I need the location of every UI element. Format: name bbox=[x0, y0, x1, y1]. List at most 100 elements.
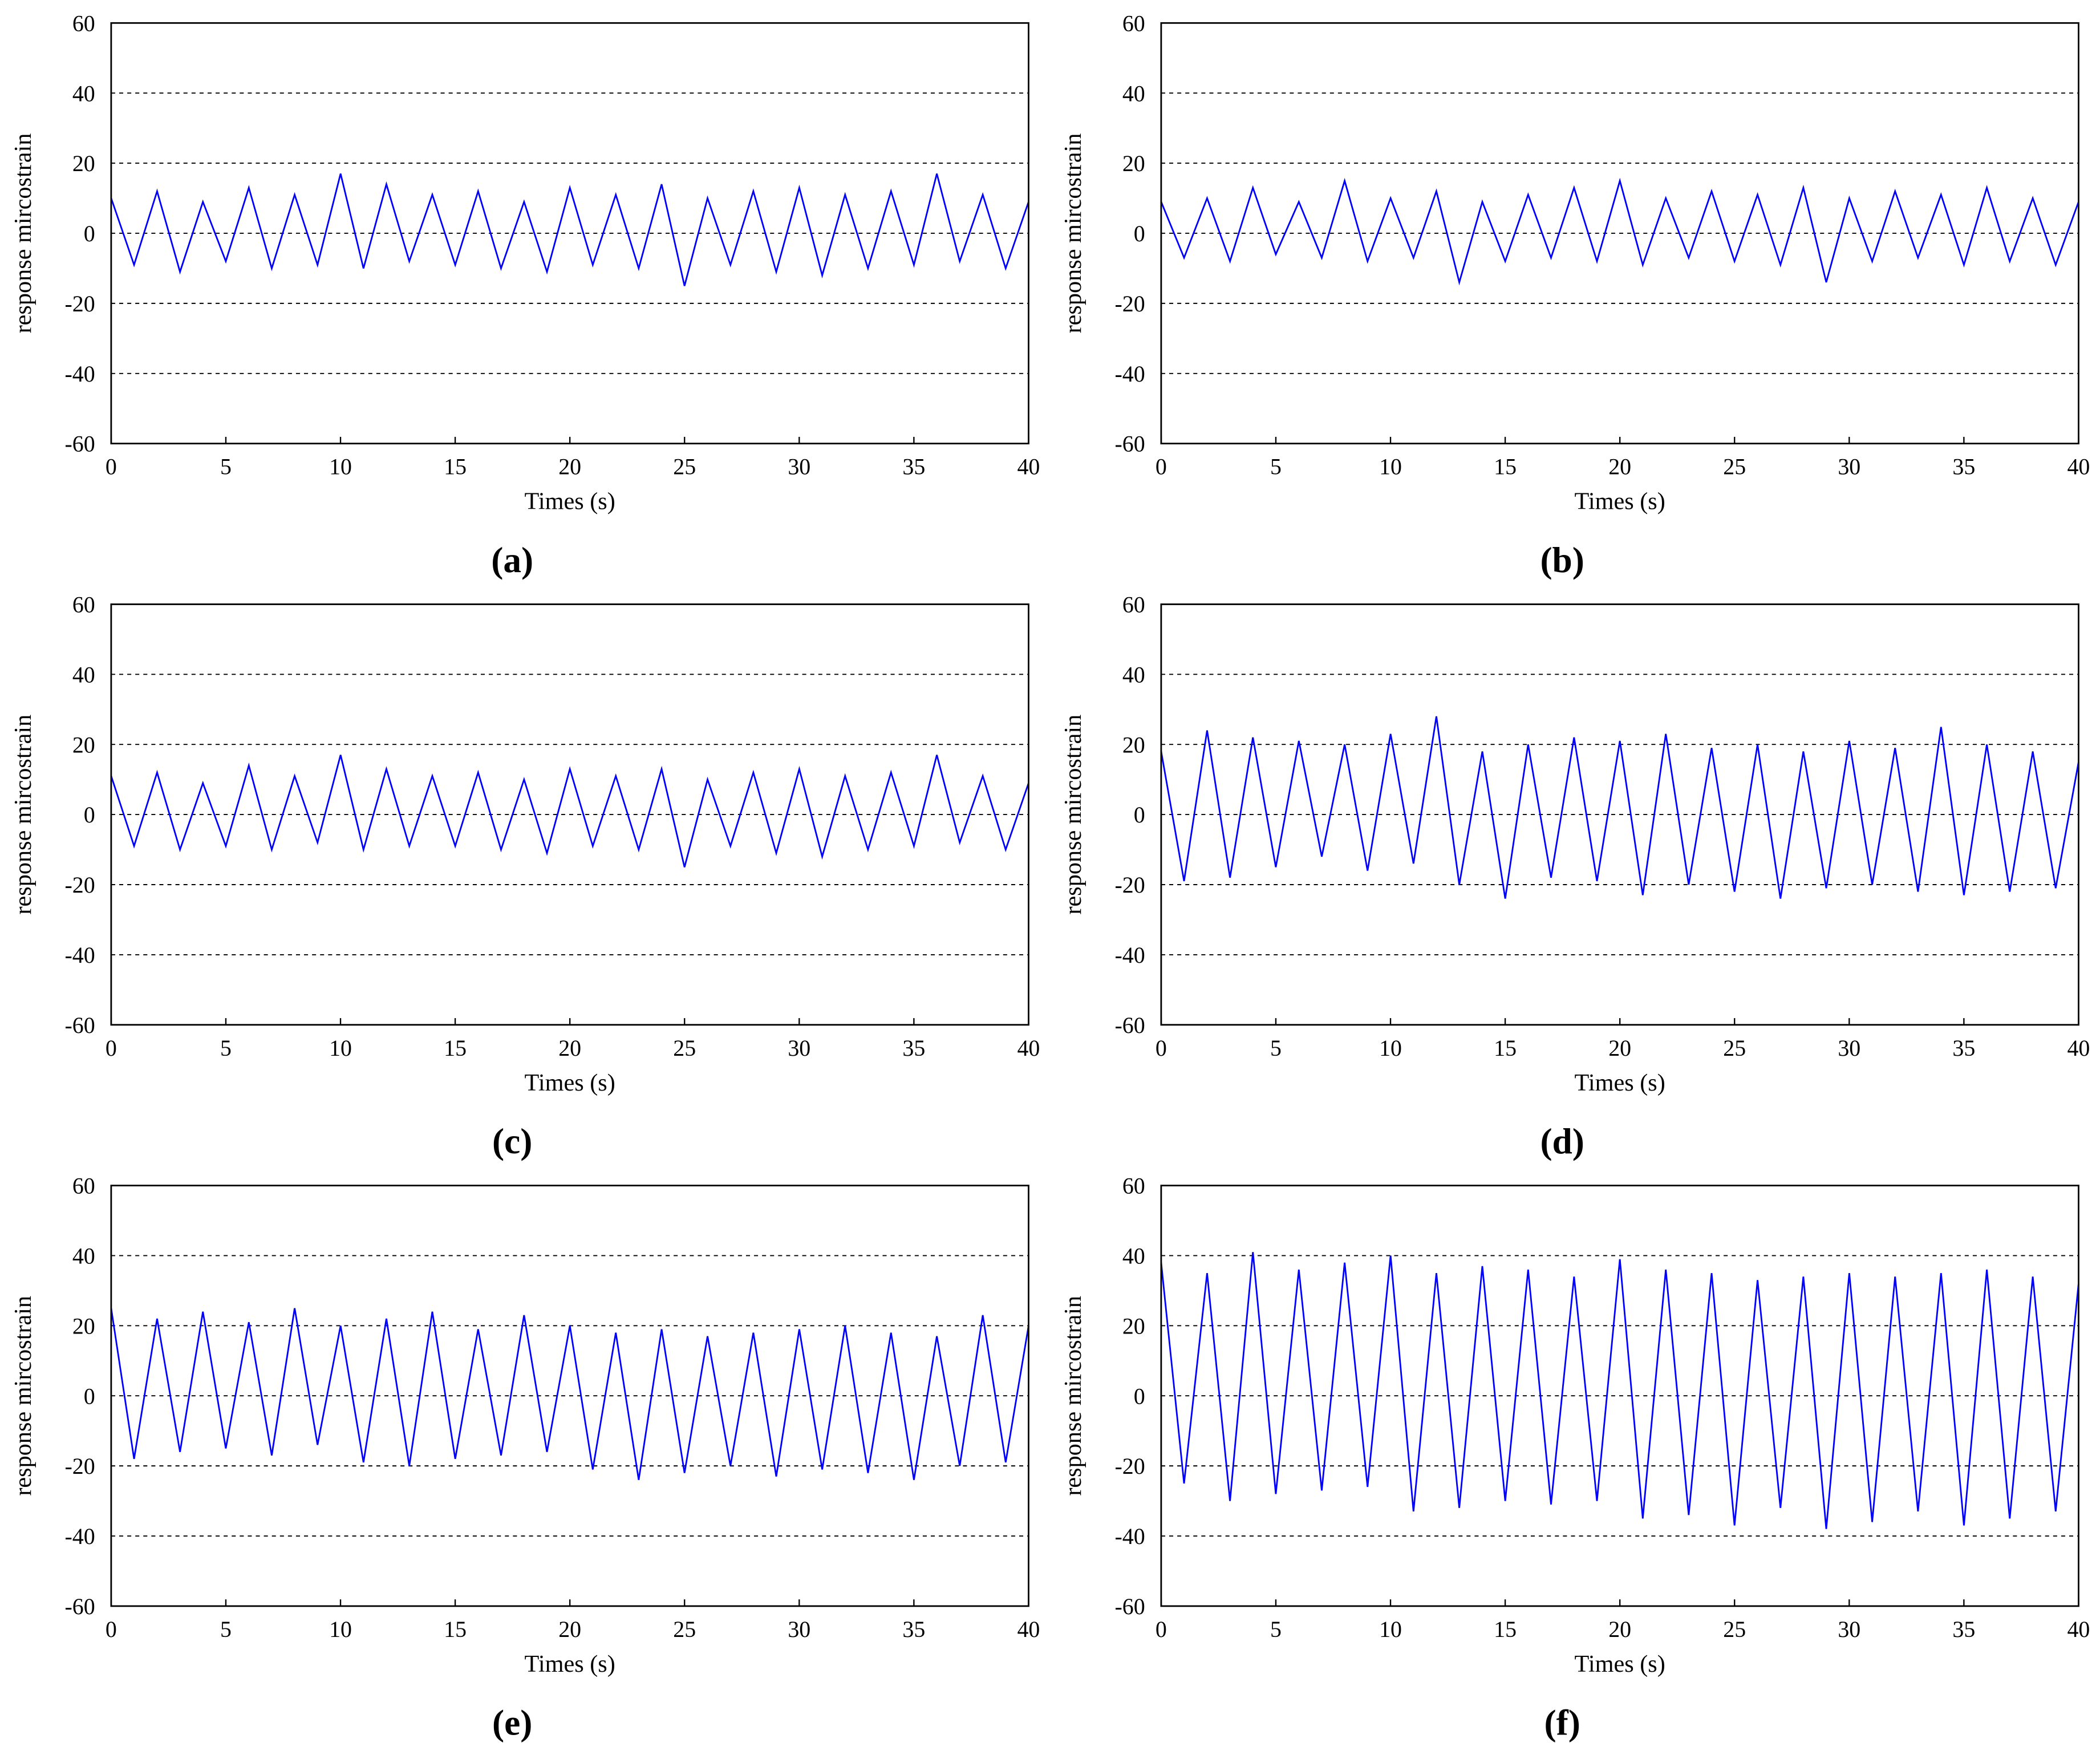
x-tick-label: 35 bbox=[1952, 1035, 1975, 1061]
panel-caption: (c) bbox=[492, 1121, 532, 1161]
x-tick-label: 40 bbox=[2067, 1616, 2090, 1642]
y-tick-label: 0 bbox=[84, 1383, 95, 1409]
x-axis-label: Times (s) bbox=[525, 1651, 615, 1677]
x-tick-label: 40 bbox=[1017, 1616, 1040, 1642]
y-tick-label: 20 bbox=[1122, 1313, 1145, 1339]
x-tick-label: 15 bbox=[444, 1035, 467, 1061]
plot-frame bbox=[1160, 1185, 2079, 1607]
y-tick-label: 60 bbox=[1122, 592, 1145, 618]
x-tick-label: 15 bbox=[444, 1616, 467, 1642]
x-axis-label: Times (s) bbox=[1575, 1651, 1665, 1677]
y-tick-label: 60 bbox=[72, 10, 95, 36]
x-tick-label: 5 bbox=[1270, 1035, 1282, 1061]
x-tick-label: 5 bbox=[1270, 454, 1282, 480]
x-tick-label: 0 bbox=[106, 454, 117, 480]
x-tick-label: 10 bbox=[1379, 454, 1402, 480]
signal-line bbox=[110, 1308, 1029, 1480]
x-tick-label: 30 bbox=[1838, 1616, 1860, 1642]
x-tick-label: 10 bbox=[329, 454, 352, 480]
x-tick-label: 25 bbox=[1723, 454, 1746, 480]
y-tick-label: -40 bbox=[65, 361, 95, 387]
y-tick-label: -40 bbox=[65, 1523, 95, 1549]
x-tick-label: 25 bbox=[673, 1616, 696, 1642]
x-tick-label: 10 bbox=[329, 1616, 352, 1642]
x-tick-label: 5 bbox=[1270, 1616, 1282, 1642]
y-tick-label: 20 bbox=[1122, 151, 1145, 176]
x-tick-label: 25 bbox=[673, 1035, 696, 1061]
y-tick-label: 40 bbox=[1122, 662, 1145, 687]
y-tick-label: -20 bbox=[65, 872, 95, 898]
signal-line bbox=[1160, 177, 2079, 286]
panel-caption: (a) bbox=[491, 540, 533, 580]
panel-caption: (b) bbox=[1540, 540, 1584, 580]
x-tick-label: 30 bbox=[1838, 1035, 1860, 1061]
y-tick-label: 20 bbox=[1122, 732, 1145, 757]
y-axis-label: response mircostrain bbox=[10, 715, 37, 915]
plot-frame bbox=[110, 603, 1029, 1026]
x-tick-label: 10 bbox=[1379, 1035, 1402, 1061]
x-tick-label: 0 bbox=[1156, 1035, 1167, 1061]
y-tick-label: -40 bbox=[1115, 361, 1145, 387]
x-tick-label: 30 bbox=[788, 1035, 810, 1061]
x-tick-label: 0 bbox=[106, 1616, 117, 1642]
plot-frame bbox=[1160, 603, 2079, 1026]
y-tick-label: 40 bbox=[72, 662, 95, 687]
x-axis-label: Times (s) bbox=[525, 488, 615, 515]
signal-line bbox=[1160, 1252, 2079, 1529]
y-axis-label: response mircostrain bbox=[1060, 1296, 1087, 1496]
signal-line bbox=[110, 755, 1029, 868]
x-tick-label: 20 bbox=[558, 1616, 581, 1642]
x-tick-label: 15 bbox=[444, 454, 467, 480]
x-tick-label: 15 bbox=[1494, 1616, 1517, 1642]
x-tick-label: 20 bbox=[1608, 1616, 1631, 1642]
x-tick-label: 5 bbox=[220, 1616, 232, 1642]
y-tick-label: -40 bbox=[1115, 1523, 1145, 1549]
y-tick-label: 60 bbox=[1122, 1173, 1145, 1199]
x-tick-label: 35 bbox=[902, 454, 925, 480]
y-tick-label: 20 bbox=[72, 732, 95, 757]
x-tick-label: 35 bbox=[902, 1035, 925, 1061]
y-tick-label: 60 bbox=[72, 1173, 95, 1199]
plot-frame bbox=[110, 1185, 1029, 1607]
x-tick-label: 0 bbox=[1156, 454, 1167, 480]
y-tick-label: 20 bbox=[72, 151, 95, 176]
x-tick-label: 25 bbox=[673, 454, 696, 480]
x-tick-label: 0 bbox=[106, 1035, 117, 1061]
y-axis-label: response mircostrain bbox=[1060, 133, 1087, 334]
x-tick-label: 20 bbox=[1608, 454, 1631, 480]
y-tick-label: 0 bbox=[84, 221, 95, 246]
x-tick-label: 40 bbox=[1017, 454, 1040, 480]
x-tick-label: 20 bbox=[558, 454, 581, 480]
signal-line bbox=[110, 173, 1029, 286]
signal-line bbox=[1160, 716, 2079, 899]
y-tick-label: -60 bbox=[65, 431, 95, 457]
y-tick-label: -60 bbox=[1115, 431, 1145, 457]
y-tick-label: 0 bbox=[84, 802, 95, 828]
x-tick-label: 35 bbox=[902, 1616, 925, 1642]
x-tick-label: 30 bbox=[788, 454, 810, 480]
y-tick-label: 0 bbox=[1134, 1383, 1145, 1409]
y-axis-label: response mircostrain bbox=[1060, 715, 1087, 915]
x-axis-label: Times (s) bbox=[1575, 1069, 1665, 1096]
y-tick-label: 40 bbox=[1122, 1243, 1145, 1269]
plot-frame bbox=[1160, 22, 2079, 445]
x-tick-label: 0 bbox=[1156, 1616, 1167, 1642]
x-tick-label: 25 bbox=[1723, 1035, 1746, 1061]
x-axis-label: Times (s) bbox=[1575, 488, 1665, 515]
panel-caption: (f) bbox=[1544, 1703, 1580, 1742]
y-tick-label: 0 bbox=[1134, 802, 1145, 828]
y-tick-label: 60 bbox=[72, 592, 95, 618]
y-tick-label: 60 bbox=[1122, 10, 1145, 36]
panel-caption: (e) bbox=[492, 1703, 532, 1742]
x-tick-label: 30 bbox=[1838, 454, 1860, 480]
y-tick-label: -40 bbox=[1115, 942, 1145, 968]
y-axis-label: response mircostrain bbox=[10, 133, 37, 334]
x-tick-label: 5 bbox=[220, 454, 232, 480]
y-tick-label: -20 bbox=[65, 1453, 95, 1479]
y-tick-label: -20 bbox=[1115, 291, 1145, 317]
y-tick-label: 40 bbox=[72, 1243, 95, 1269]
y-tick-label: 40 bbox=[72, 80, 95, 106]
y-tick-label: -20 bbox=[1115, 872, 1145, 898]
x-tick-label: 40 bbox=[2067, 454, 2090, 480]
y-tick-label: 0 bbox=[1134, 221, 1145, 246]
